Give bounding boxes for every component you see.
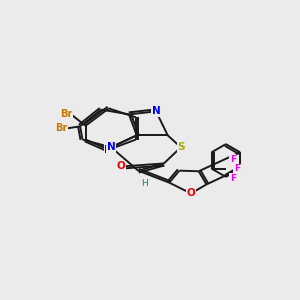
Text: Br: Br — [55, 123, 68, 133]
Text: O: O — [117, 161, 126, 172]
Text: O: O — [187, 188, 195, 198]
Text: H: H — [141, 179, 148, 188]
Text: N: N — [104, 145, 113, 155]
Text: Br: Br — [60, 109, 73, 119]
Text: F: F — [230, 155, 236, 164]
Text: F: F — [230, 174, 236, 183]
Text: F: F — [234, 164, 240, 173]
Text: S: S — [177, 142, 184, 152]
Text: N: N — [152, 106, 161, 116]
Text: N: N — [107, 142, 116, 152]
